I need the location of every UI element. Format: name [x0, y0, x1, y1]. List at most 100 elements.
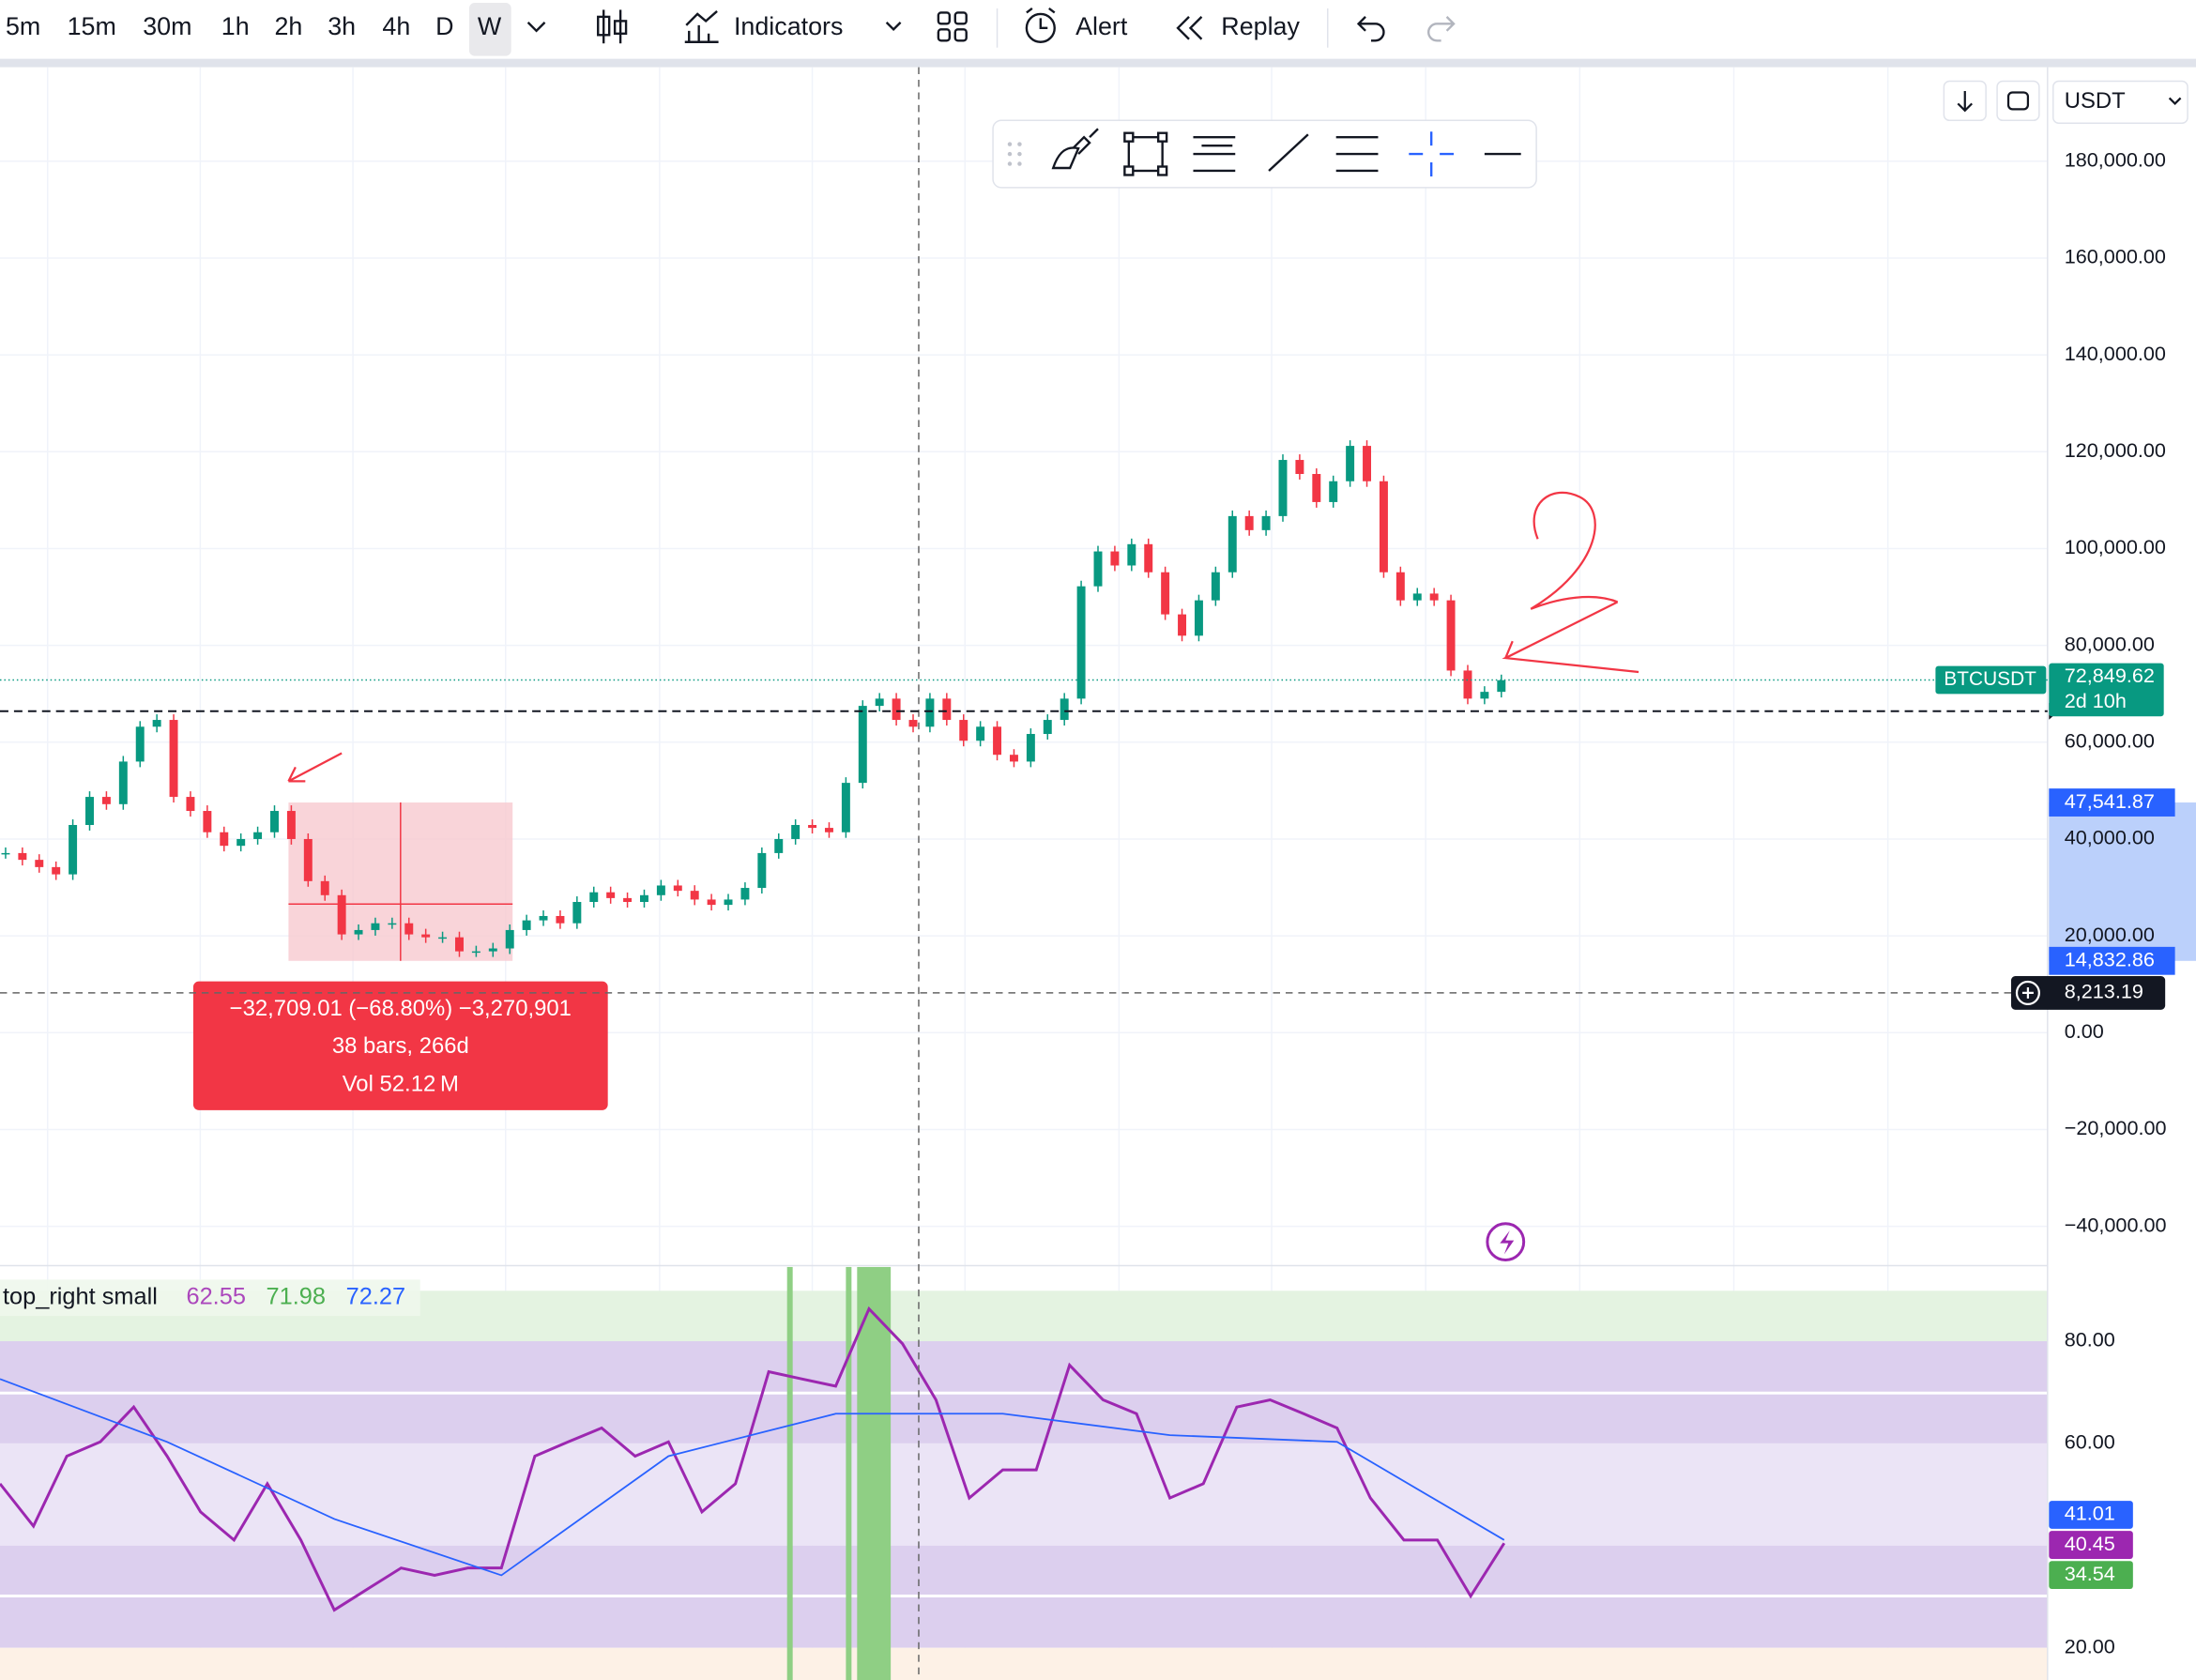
brush-tool[interactable]	[1051, 128, 1099, 170]
rsi-legend[interactable]: top_right small	[3, 1283, 158, 1309]
candle	[1395, 572, 1405, 601]
candle	[1076, 586, 1086, 699]
measure-text: Vol 52.12 M	[343, 1071, 459, 1096]
candle	[623, 897, 633, 903]
rsi-highlight	[846, 1266, 852, 1680]
candle	[572, 902, 582, 924]
interval-button[interactable]: 2h	[275, 12, 303, 40]
y-tick-label: 160,000.00	[2065, 245, 2166, 268]
rsi-value-label: 41.01	[2065, 1502, 2115, 1525]
redo-button[interactable]	[1427, 16, 1456, 42]
drawn-annotation	[1502, 491, 1639, 674]
alert-icon[interactable]	[1025, 7, 1056, 43]
range-label: 14,832.86	[2065, 947, 2155, 970]
rsi-line	[0, 1378, 1505, 1577]
measure-tooltip	[192, 981, 608, 1110]
replay-icon[interactable]	[1176, 16, 1203, 40]
drawing-toolbar	[992, 119, 1537, 189]
candle	[303, 838, 313, 881]
interval-button[interactable]: 5m	[6, 12, 40, 40]
rsi-value-tag	[2049, 1531, 2133, 1559]
active-interval-bg	[468, 2, 511, 56]
drag-handle[interactable]	[1007, 142, 1022, 166]
candle	[1161, 572, 1170, 615]
interval-button[interactable]: D	[435, 12, 453, 40]
candle	[556, 915, 565, 924]
currency-label: USDT	[2065, 88, 2126, 114]
interval-dropdown[interactable]	[526, 22, 546, 33]
events-icon[interactable]	[1486, 1222, 1526, 1261]
measure-text: −32,709.01 (−68.80%) −3,270,901	[230, 996, 572, 1021]
autoscale-button[interactable]	[1996, 80, 2040, 122]
y-tick-label: 120,000.00	[2065, 438, 2166, 462]
candle	[52, 866, 61, 875]
currency-select[interactable]	[2052, 80, 2188, 125]
candle	[1312, 474, 1321, 502]
candle	[690, 891, 699, 900]
indicators-icon[interactable]	[684, 10, 719, 43]
interval-button[interactable]: W	[478, 12, 502, 40]
pitchfork-tool[interactable]	[1335, 135, 1379, 173]
rectangle-tool[interactable]	[1123, 131, 1168, 176]
indicators-dropdown[interactable]	[885, 22, 902, 32]
candle	[522, 920, 531, 930]
candle	[1110, 551, 1120, 566]
interval-button[interactable]: 3h	[328, 12, 356, 40]
rsi-tick-label: 20.00	[2065, 1634, 2115, 1657]
candle	[757, 852, 767, 889]
candle	[488, 948, 497, 952]
fib-tool[interactable]	[1193, 135, 1236, 173]
candle	[1379, 481, 1388, 573]
drawn-arrow	[287, 752, 343, 783]
candle	[791, 824, 801, 839]
rsi-highlight	[786, 1266, 793, 1680]
trendline-tool[interactable]	[1268, 133, 1309, 172]
alert-button[interactable]: Alert	[1075, 12, 1128, 40]
candle	[1346, 446, 1355, 481]
interval-button[interactable]: 4h	[382, 12, 410, 40]
currency-dropdown	[2168, 97, 2182, 105]
y-tick-label: 60,000.00	[2065, 729, 2155, 753]
candle	[1178, 614, 1187, 636]
replay-button[interactable]: Replay	[1221, 12, 1300, 40]
candle	[774, 838, 784, 853]
last-price-tag	[2049, 663, 2164, 717]
candle	[1093, 551, 1103, 587]
autoscale-icon	[2006, 91, 2030, 111]
candle-type-icon[interactable]	[597, 9, 628, 44]
crosshair-tool[interactable]	[1409, 131, 1455, 176]
candle	[438, 937, 448, 939]
candle	[858, 706, 867, 784]
range-tag	[2049, 788, 2175, 817]
add-button[interactable]	[2015, 980, 2040, 1005]
interval-button[interactable]: 1h	[221, 12, 250, 40]
candle	[656, 885, 665, 895]
crosshair-label: 8,213.19	[2065, 980, 2143, 1003]
toolbar	[0, 0, 2196, 59]
interval-button[interactable]: 15m	[68, 12, 116, 40]
candle	[908, 720, 918, 727]
candle	[505, 929, 514, 949]
rsi-legend-value: 62.55	[186, 1283, 245, 1309]
interval-button[interactable]: 30m	[143, 12, 191, 40]
range-tag	[2049, 946, 2175, 975]
candle	[1, 852, 10, 855]
candle	[169, 720, 178, 798]
candle	[1363, 446, 1372, 481]
crosshair-tag	[2011, 976, 2166, 1010]
layout-icon[interactable]	[937, 11, 968, 42]
candle	[471, 951, 480, 954]
candle	[892, 698, 901, 721]
candle	[808, 824, 817, 829]
events-bolt	[1500, 1230, 1515, 1255]
symbol-label: BTCUSDT	[1944, 668, 2036, 690]
candle	[606, 892, 616, 898]
candle	[1060, 698, 1069, 721]
undo-button[interactable]	[1356, 16, 1385, 42]
range-label: 47,541.87	[2065, 789, 2155, 813]
candle	[236, 838, 246, 847]
indicators-button[interactable]: Indicators	[734, 12, 843, 40]
candle	[135, 726, 145, 762]
y-tick-label: 80,000.00	[2065, 632, 2155, 655]
